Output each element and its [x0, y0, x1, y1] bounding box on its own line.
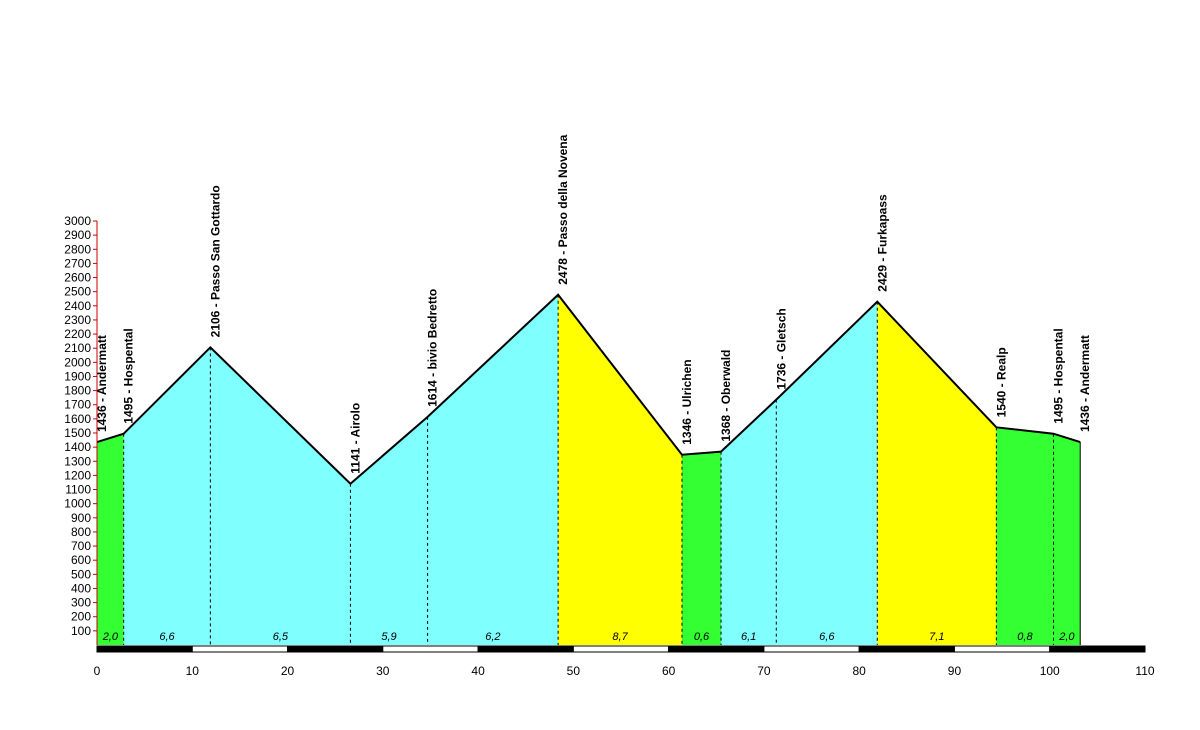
profile-line	[96, 293, 1081, 486]
y-tick-label: 1900	[64, 369, 91, 383]
x-tick-label: 40	[471, 664, 485, 678]
y-tick-label: 1400	[64, 440, 91, 454]
x-tick-label: 60	[662, 664, 676, 678]
scale-bar-block	[287, 645, 384, 653]
x-tick-label: 110	[1135, 664, 1154, 678]
segment-grade-label: 6,6	[159, 631, 175, 643]
x-tick-label: 30	[376, 664, 390, 678]
y-tick-label: 400	[71, 581, 91, 595]
waypoint-label: 1141 - Airolo	[348, 403, 362, 474]
y-tick-label: 1600	[64, 412, 91, 426]
y-axis: 1002003004005006007008009001000110012001…	[64, 214, 98, 645]
x-tick-label: 10	[186, 664, 200, 678]
segment-grade-label: 6,6	[819, 631, 835, 643]
segment-fill	[123, 347, 211, 645]
segment-fills	[97, 294, 1081, 645]
distance-scale-bar	[96, 645, 1146, 653]
segment-grade-label: 6,5	[273, 631, 289, 643]
segment-fill	[558, 294, 682, 645]
segment-fill	[681, 451, 722, 645]
segment-grade-label: 6,1	[741, 631, 756, 643]
x-tick-label: 50	[567, 664, 581, 678]
y-tick-label: 2600	[64, 271, 91, 285]
waypoint-label: 1436 - Andermatt	[95, 335, 109, 432]
y-tick-label: 600	[71, 553, 91, 567]
x-tick-label: 80	[853, 664, 867, 678]
scale-bar-block	[858, 645, 955, 653]
y-tick-label: 2500	[64, 285, 91, 299]
y-tick-label: 2800	[64, 242, 91, 256]
waypoint-label: 2429 - Furkapass	[875, 194, 889, 292]
x-tick-label: 90	[948, 664, 962, 678]
y-tick-label: 800	[71, 525, 91, 539]
segment-fill	[350, 416, 428, 645]
x-tick-label: 0	[94, 664, 101, 678]
y-tick-label: 1100	[65, 483, 91, 497]
scale-bar-block	[668, 645, 765, 653]
segment-grade-label: 2,0	[102, 631, 119, 643]
y-tick-label: 2100	[64, 341, 91, 355]
y-tick-label: 900	[71, 511, 91, 525]
y-tick-label: 300	[71, 596, 91, 610]
y-tick-label: 1300	[64, 454, 91, 468]
scale-bar-block	[953, 645, 1051, 653]
y-tick-label: 700	[71, 539, 91, 553]
segment-grade-label: 5,9	[381, 631, 396, 643]
segment-fill	[97, 433, 124, 645]
x-axis: 0 10 20 30 40 50 60 70 80 90 100 110	[94, 664, 1155, 678]
waypoint-label: 2106 - Passo San Gottardo	[208, 185, 222, 337]
y-tick-label: 100	[71, 624, 91, 638]
y-tick-label: 1800	[64, 384, 91, 398]
segment-fill	[427, 294, 559, 645]
segment-fill	[721, 399, 777, 645]
y-tick-label: 2700	[64, 256, 91, 270]
segment-grade-label: 7,1	[929, 631, 944, 643]
segment-grade-label: 8,7	[612, 631, 628, 643]
y-tick-label: 500	[71, 567, 91, 581]
waypoint-label: 1346 - Ulrichen	[680, 359, 694, 444]
segment-fill	[996, 427, 1054, 645]
segment-grade-label: 0,6	[694, 631, 710, 643]
profile-line-group	[96, 293, 1081, 486]
waypoint-label: 1495 - Hospental	[1052, 328, 1066, 423]
scale-bar-block	[477, 645, 574, 653]
scale-bar-block	[382, 645, 479, 653]
x-tick-label: 20	[281, 664, 295, 678]
segment-grade-label: 6,2	[485, 631, 500, 643]
x-tick-label: 100	[1040, 664, 1060, 678]
waypoint-label: 1736 - Gletsch	[774, 308, 788, 389]
y-tick-label: 2200	[64, 327, 91, 341]
y-tick-label: 2000	[64, 355, 91, 369]
x-tick-label: 70	[757, 664, 771, 678]
y-tick-label: 200	[71, 610, 91, 624]
scale-bar-block	[191, 645, 289, 653]
segment-fill	[210, 347, 351, 645]
waypoint-label: 1614 - bivio Bedretto	[426, 289, 440, 407]
segment-fill	[1053, 433, 1081, 645]
segment-grade-label: 0,8	[1017, 631, 1033, 643]
scale-bar-block	[1049, 645, 1146, 653]
y-tick-label: 1200	[64, 468, 91, 482]
scale-bar-block	[763, 645, 860, 653]
y-tick-label: 1500	[64, 426, 91, 440]
scale-bar-block	[96, 645, 193, 653]
waypoint-label: 2478 - Passo della Novena	[556, 134, 570, 284]
y-tick-label: 2300	[64, 313, 91, 327]
y-tick-label: 1700	[64, 398, 91, 412]
segment-fill	[776, 301, 878, 645]
y-tick-label: 2900	[64, 228, 91, 242]
grade-labels: 2,0 6,6 6,5 5,9 6,2 8,7 0,6 6,1 6,6 7,1 0,8 2,0	[102, 631, 1076, 643]
waypoint-labels: 1436 - Andermatt 1495 - Hospental 2106 - P…	[95, 134, 1092, 473]
segment-fill	[877, 301, 997, 645]
waypoint-label: 1436 - Andermatt	[1078, 335, 1092, 432]
segment-grade-label: 2,0	[1058, 631, 1075, 643]
waypoint-label: 1495 - Hospental	[122, 328, 136, 423]
waypoint-label: 1540 - Realp	[994, 347, 1008, 417]
scale-bar-block	[572, 645, 670, 653]
y-tick-label: 3000	[64, 214, 91, 228]
y-tick-label: 1000	[64, 497, 91, 511]
y-tick-label: 2400	[64, 299, 91, 313]
waypoint-label: 1368 - Oberwald	[719, 350, 733, 442]
